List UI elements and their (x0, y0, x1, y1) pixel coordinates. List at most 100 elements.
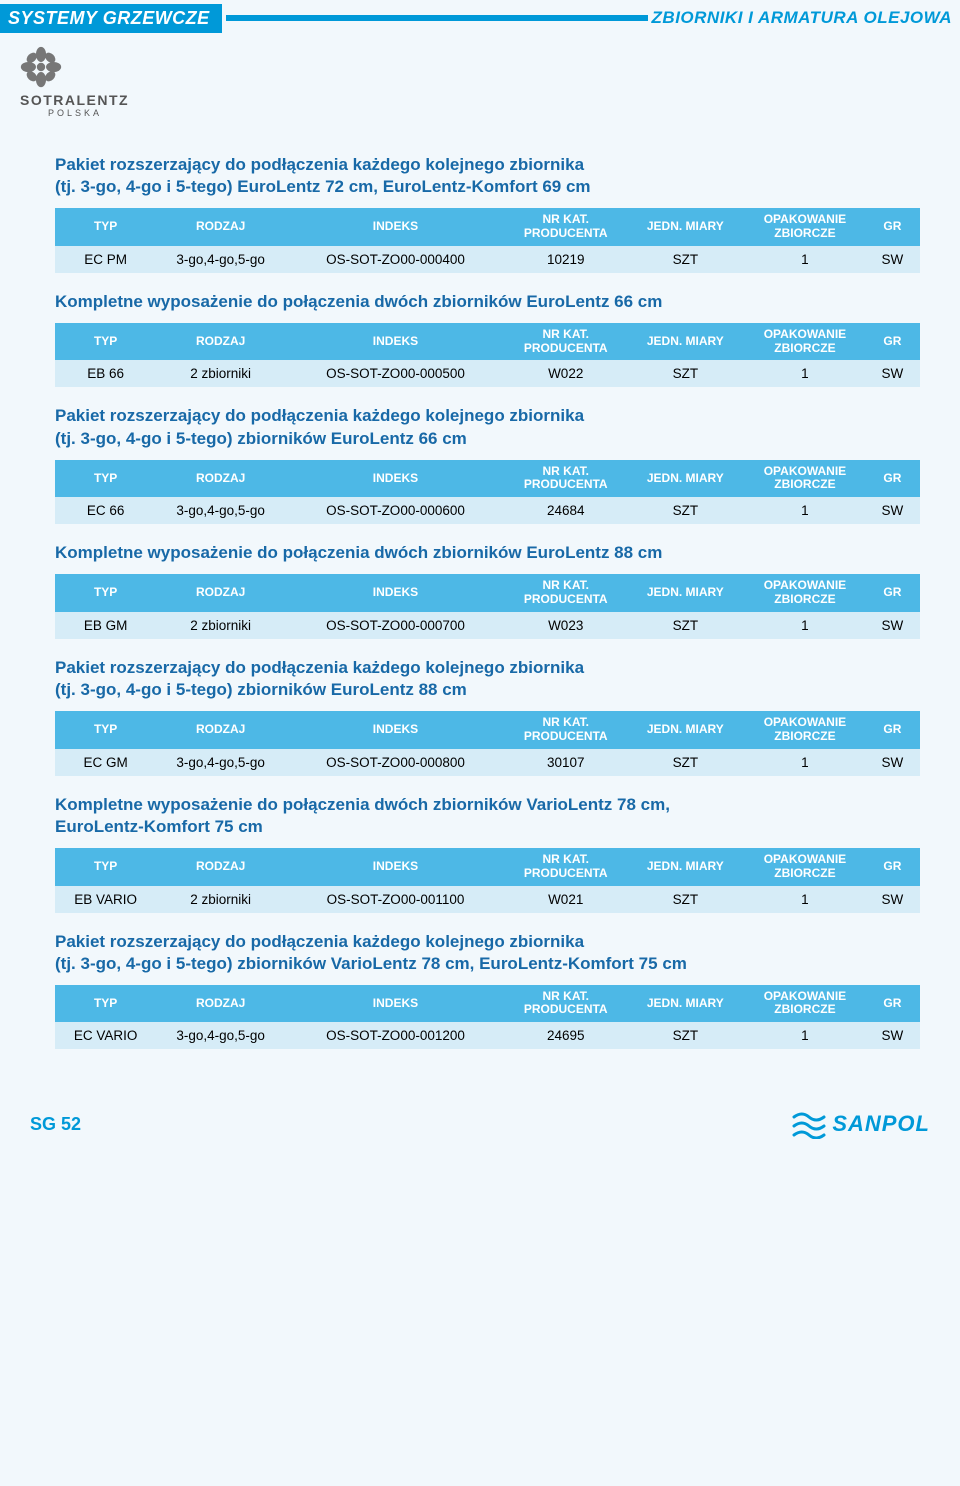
col-header-rodzaj: RODZAJ (156, 848, 285, 886)
cell-opak: 1 (745, 1022, 865, 1049)
product-table: TYPRODZAJINDEKSNR KAT.PRODUCENTAJEDN. MI… (55, 985, 920, 1050)
cell-typ: EB 66 (55, 360, 156, 387)
col-header-gr: GR (865, 574, 920, 612)
col-header-opak: OPAKOWANIEZBIORCZE (745, 848, 865, 886)
header-rule (226, 15, 648, 21)
product-table: TYPRODZAJINDEKSNR KAT.PRODUCENTAJEDN. MI… (55, 574, 920, 639)
col-header-nrkat: NR KAT.PRODUCENTA (506, 985, 626, 1023)
col-header-jedn: JEDN. MIARY (626, 460, 746, 498)
cell-nrkat: W023 (506, 612, 626, 639)
col-header-opak: OPAKOWANIEZBIORCZE (745, 711, 865, 749)
col-header-jedn: JEDN. MIARY (626, 985, 746, 1023)
cell-nrkat: 30107 (506, 749, 626, 776)
col-header-nrkat: NR KAT.PRODUCENTA (506, 848, 626, 886)
header-category-right: ZBIORNIKI I ARMATURA OLEJOWA (652, 8, 960, 28)
page-header: SYSTEMY GRZEWCZE ZBIORNIKI I ARMATURA OL… (0, 0, 960, 36)
col-header-jedn: JEDN. MIARY (626, 711, 746, 749)
header-category-left: SYSTEMY GRZEWCZE (0, 4, 222, 33)
col-header-gr: GR (865, 208, 920, 246)
cell-rodzaj: 2 zbiorniki (156, 612, 285, 639)
col-header-nrkat: NR KAT.PRODUCENTA (506, 208, 626, 246)
col-header-gr: GR (865, 848, 920, 886)
cell-gr: SW (865, 497, 920, 524)
cell-typ: EC PM (55, 246, 156, 273)
cell-opak: 1 (745, 360, 865, 387)
col-header-typ: TYP (55, 323, 156, 361)
cell-typ: EB GM (55, 612, 156, 639)
cell-nrkat: W022 (506, 360, 626, 387)
cell-typ: EB VARIO (55, 886, 156, 913)
cell-rodzaj: 3-go,4-go,5-go (156, 749, 285, 776)
col-header-gr: GR (865, 711, 920, 749)
col-header-rodzaj: RODZAJ (156, 323, 285, 361)
col-header-rodzaj: RODZAJ (156, 711, 285, 749)
section-title: Kompletne wyposażenie do połączenia dwóc… (55, 291, 920, 313)
brand-country: POLSKA (20, 108, 130, 118)
col-header-rodzaj: RODZAJ (156, 460, 285, 498)
sotralentz-flower-icon (20, 46, 62, 88)
table-row: EC 663-go,4-go,5-goOS-SOT-ZO00-000600246… (55, 497, 920, 524)
cell-gr: SW (865, 886, 920, 913)
product-table: TYPRODZAJINDEKSNR KAT.PRODUCENTAJEDN. MI… (55, 711, 920, 776)
cell-gr: SW (865, 1022, 920, 1049)
cell-rodzaj: 3-go,4-go,5-go (156, 497, 285, 524)
cell-gr: SW (865, 612, 920, 639)
col-header-jedn: JEDN. MIARY (626, 848, 746, 886)
col-header-indeks: INDEKS (285, 711, 506, 749)
cell-indeks: OS-SOT-ZO00-001200 (285, 1022, 506, 1049)
col-header-jedn: JEDN. MIARY (626, 323, 746, 361)
cell-jedn: SZT (626, 1022, 746, 1049)
table-row: EC GM3-go,4-go,5-goOS-SOT-ZO00-000800301… (55, 749, 920, 776)
col-header-indeks: INDEKS (285, 460, 506, 498)
cell-indeks: OS-SOT-ZO00-000500 (285, 360, 506, 387)
col-header-typ: TYP (55, 460, 156, 498)
table-row: EC VARIO3-go,4-go,5-goOS-SOT-ZO00-001200… (55, 1022, 920, 1049)
cell-typ: EC 66 (55, 497, 156, 524)
product-table: TYPRODZAJINDEKSNR KAT.PRODUCENTAJEDN. MI… (55, 460, 920, 525)
table-header-row: TYPRODZAJINDEKSNR KAT.PRODUCENTAJEDN. MI… (55, 574, 920, 612)
cell-jedn: SZT (626, 246, 746, 273)
col-header-gr: GR (865, 460, 920, 498)
section-title: Pakiet rozszerzający do podłączenia każd… (55, 405, 920, 449)
product-table: TYPRODZAJINDEKSNR KAT.PRODUCENTAJEDN. MI… (55, 323, 920, 388)
section-title: Pakiet rozszerzający do podłączenia każd… (55, 931, 920, 975)
col-header-rodzaj: RODZAJ (156, 208, 285, 246)
cell-jedn: SZT (626, 749, 746, 776)
table-header-row: TYPRODZAJINDEKSNR KAT.PRODUCENTAJEDN. MI… (55, 323, 920, 361)
col-header-rodzaj: RODZAJ (156, 985, 285, 1023)
col-header-typ: TYP (55, 208, 156, 246)
table-row: EB 662 zbiornikiOS-SOT-ZO00-000500W022SZ… (55, 360, 920, 387)
cell-indeks: OS-SOT-ZO00-000700 (285, 612, 506, 639)
cell-nrkat: 24684 (506, 497, 626, 524)
table-header-row: TYPRODZAJINDEKSNR KAT.PRODUCENTAJEDN. MI… (55, 711, 920, 749)
cell-typ: EC GM (55, 749, 156, 776)
table-header-row: TYPRODZAJINDEKSNR KAT.PRODUCENTAJEDN. MI… (55, 848, 920, 886)
product-table: TYPRODZAJINDEKSNR KAT.PRODUCENTAJEDN. MI… (55, 848, 920, 913)
section-title: Kompletne wyposażenie do połączenia dwóc… (55, 794, 920, 838)
cell-indeks: OS-SOT-ZO00-001100 (285, 886, 506, 913)
col-header-opak: OPAKOWANIEZBIORCZE (745, 323, 865, 361)
table-header-row: TYPRODZAJINDEKSNR KAT.PRODUCENTAJEDN. MI… (55, 985, 920, 1023)
table-header-row: TYPRODZAJINDEKSNR KAT.PRODUCENTAJEDN. MI… (55, 208, 920, 246)
page-number: SG 52 (30, 1114, 81, 1135)
col-header-gr: GR (865, 985, 920, 1023)
col-header-nrkat: NR KAT.PRODUCENTA (506, 323, 626, 361)
col-header-jedn: JEDN. MIARY (626, 574, 746, 612)
col-header-opak: OPAKOWANIEZBIORCZE (745, 460, 865, 498)
content-area: Pakiet rozszerzający do podłączenia każd… (0, 154, 960, 1049)
col-header-indeks: INDEKS (285, 848, 506, 886)
brand-name: SOTRALENTZ (20, 92, 960, 108)
col-header-indeks: INDEKS (285, 208, 506, 246)
cell-gr: SW (865, 360, 920, 387)
col-header-nrkat: NR KAT.PRODUCENTA (506, 574, 626, 612)
sanpol-logo: SANPOL (792, 1109, 930, 1139)
col-header-typ: TYP (55, 711, 156, 749)
cell-typ: EC VARIO (55, 1022, 156, 1049)
col-header-typ: TYP (55, 985, 156, 1023)
cell-nrkat: 24695 (506, 1022, 626, 1049)
section-title: Pakiet rozszerzający do podłączenia każd… (55, 657, 920, 701)
section-title: Kompletne wyposażenie do połączenia dwóc… (55, 542, 920, 564)
cell-rodzaj: 3-go,4-go,5-go (156, 246, 285, 273)
cell-rodzaj: 2 zbiorniki (156, 360, 285, 387)
col-header-typ: TYP (55, 574, 156, 612)
